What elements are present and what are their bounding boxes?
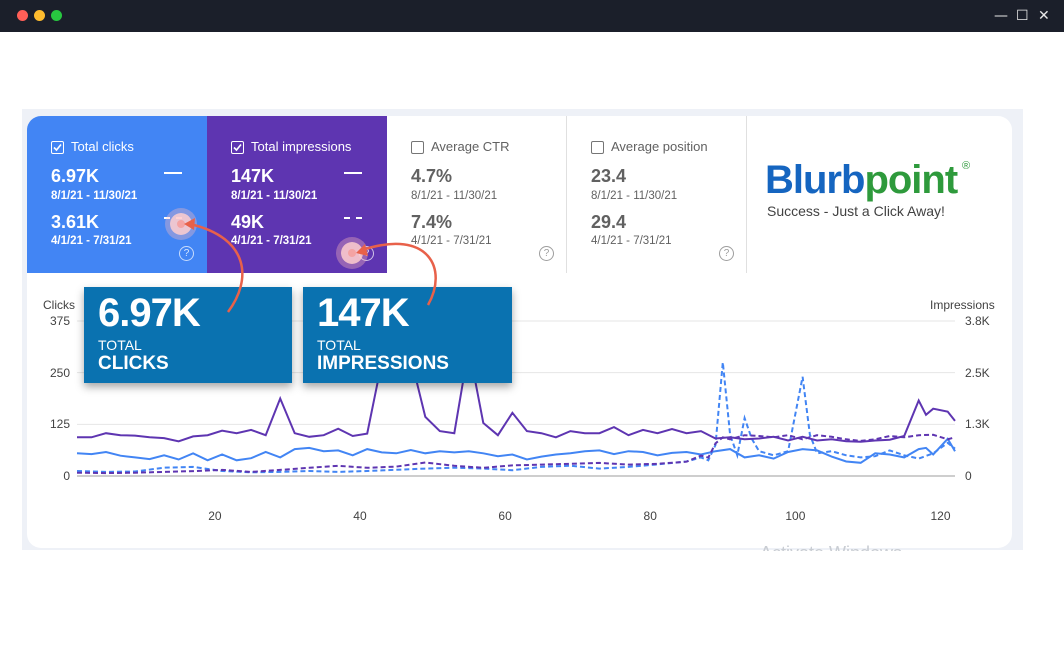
metric-average-position[interactable]: Average position 23.4 8/1/21 - 11/30/21 … [567,116,747,273]
highlight-marker [170,213,192,235]
zoom-dot[interactable] [51,10,62,21]
metric-date-previous: 4/1/21 - 7/31/21 [591,235,672,247]
metric-value-previous: 49K [231,212,265,232]
logo-part-blurb: Blurb [765,158,865,202]
metric-date-previous: 4/1/21 - 7/31/21 [411,235,492,247]
close-dot[interactable] [17,10,28,21]
logo-tagline: Success - Just a Click Away! [767,203,945,219]
callout-title: CLICKS [98,353,169,374]
metric-value-current: 6.97K [51,166,100,186]
metric-date-current: 8/1/21 - 11/30/21 [411,190,498,202]
activate-windows-watermark: Activate Windows [760,543,902,551]
checkbox-unchecked-icon[interactable] [591,141,604,154]
y-left-axis-title: Clicks [43,298,75,312]
y-left-tick-label: 250 [49,365,70,380]
metric-date-current: 8/1/21 - 11/30/21 [591,190,678,202]
metric-label: Total impressions [251,139,352,154]
y-right-tick-label: 1.3K [965,417,990,432]
metric-date-current: 8/1/21 - 11/30/21 [51,190,138,202]
clicks-callout: 6.97K TOTAL CLICKS [84,287,292,383]
impressions-callout: 147K TOTAL IMPRESSIONS [303,287,512,383]
blurbpoint-logo: Blurbpoint ® Success - Just a Click Away… [765,158,1005,228]
y-right-tick-label: 0 [965,469,972,483]
y-right-axis-title: Impressions [930,298,995,312]
metric-average-ctr[interactable]: Average CTR 4.7% 8/1/21 - 11/30/21 7.4% … [387,116,567,273]
metric-value-current: 23.4 [591,166,627,186]
callout-value: 6.97K [98,291,201,335]
metric-value-current: 147K [231,166,275,186]
metric-label: Total clicks [71,139,134,154]
metric-date-previous: 4/1/21 - 7/31/21 [231,235,312,247]
maximize-icon[interactable]: ☐ [1016,8,1029,24]
highlight-marker [341,242,363,264]
close-icon[interactable]: ✕ [1038,8,1050,24]
metric-value-current: 4.7% [411,166,453,186]
metric-value-previous: 7.4% [411,212,453,232]
y-left-tick-label: 125 [49,417,70,432]
y-left-tick-label: 0 [63,469,70,483]
metric-date-current: 8/1/21 - 11/30/21 [231,190,318,202]
window-titlebar: — ☐ ✕ [0,0,1064,32]
callout-title: IMPRESSIONS [317,353,449,374]
solid-line-legend-icon [344,172,362,174]
help-icon[interactable]: ? [179,246,194,261]
logo-part-point: point [864,158,958,202]
metric-value-previous: 3.61K [51,212,100,232]
callout-value: 147K [317,291,410,335]
callout-caption: TOTAL [317,337,361,353]
y-right-tick-label: 2.5K [965,365,990,380]
metric-label: Average position [611,139,708,154]
metric-label: Average CTR [431,139,510,154]
metric-value-previous: 29.4 [591,212,627,232]
metric-total-clicks[interactable]: Total clicks 6.97K 8/1/21 - 11/30/21 3.6… [27,116,207,273]
y-right-tick-label: 3.8K [965,314,990,328]
solid-line-legend-icon [164,172,182,174]
minimize-icon[interactable]: — [994,8,1008,24]
checkbox-unchecked-icon[interactable] [411,141,424,154]
help-icon[interactable]: ? [539,246,554,261]
callout-caption: TOTAL [98,337,142,353]
checkbox-checked-icon[interactable] [231,141,244,154]
help-icon[interactable]: ? [719,246,734,261]
logo-wordmark: Blurbpoint [765,158,958,202]
minimize-dot[interactable] [34,10,45,21]
registered-mark: ® [962,160,971,172]
y-left-tick-label: 375 [49,314,70,328]
checkbox-checked-icon[interactable] [51,141,64,154]
metric-date-previous: 4/1/21 - 7/31/21 [51,235,132,247]
dashed-line-legend-icon [344,217,362,219]
